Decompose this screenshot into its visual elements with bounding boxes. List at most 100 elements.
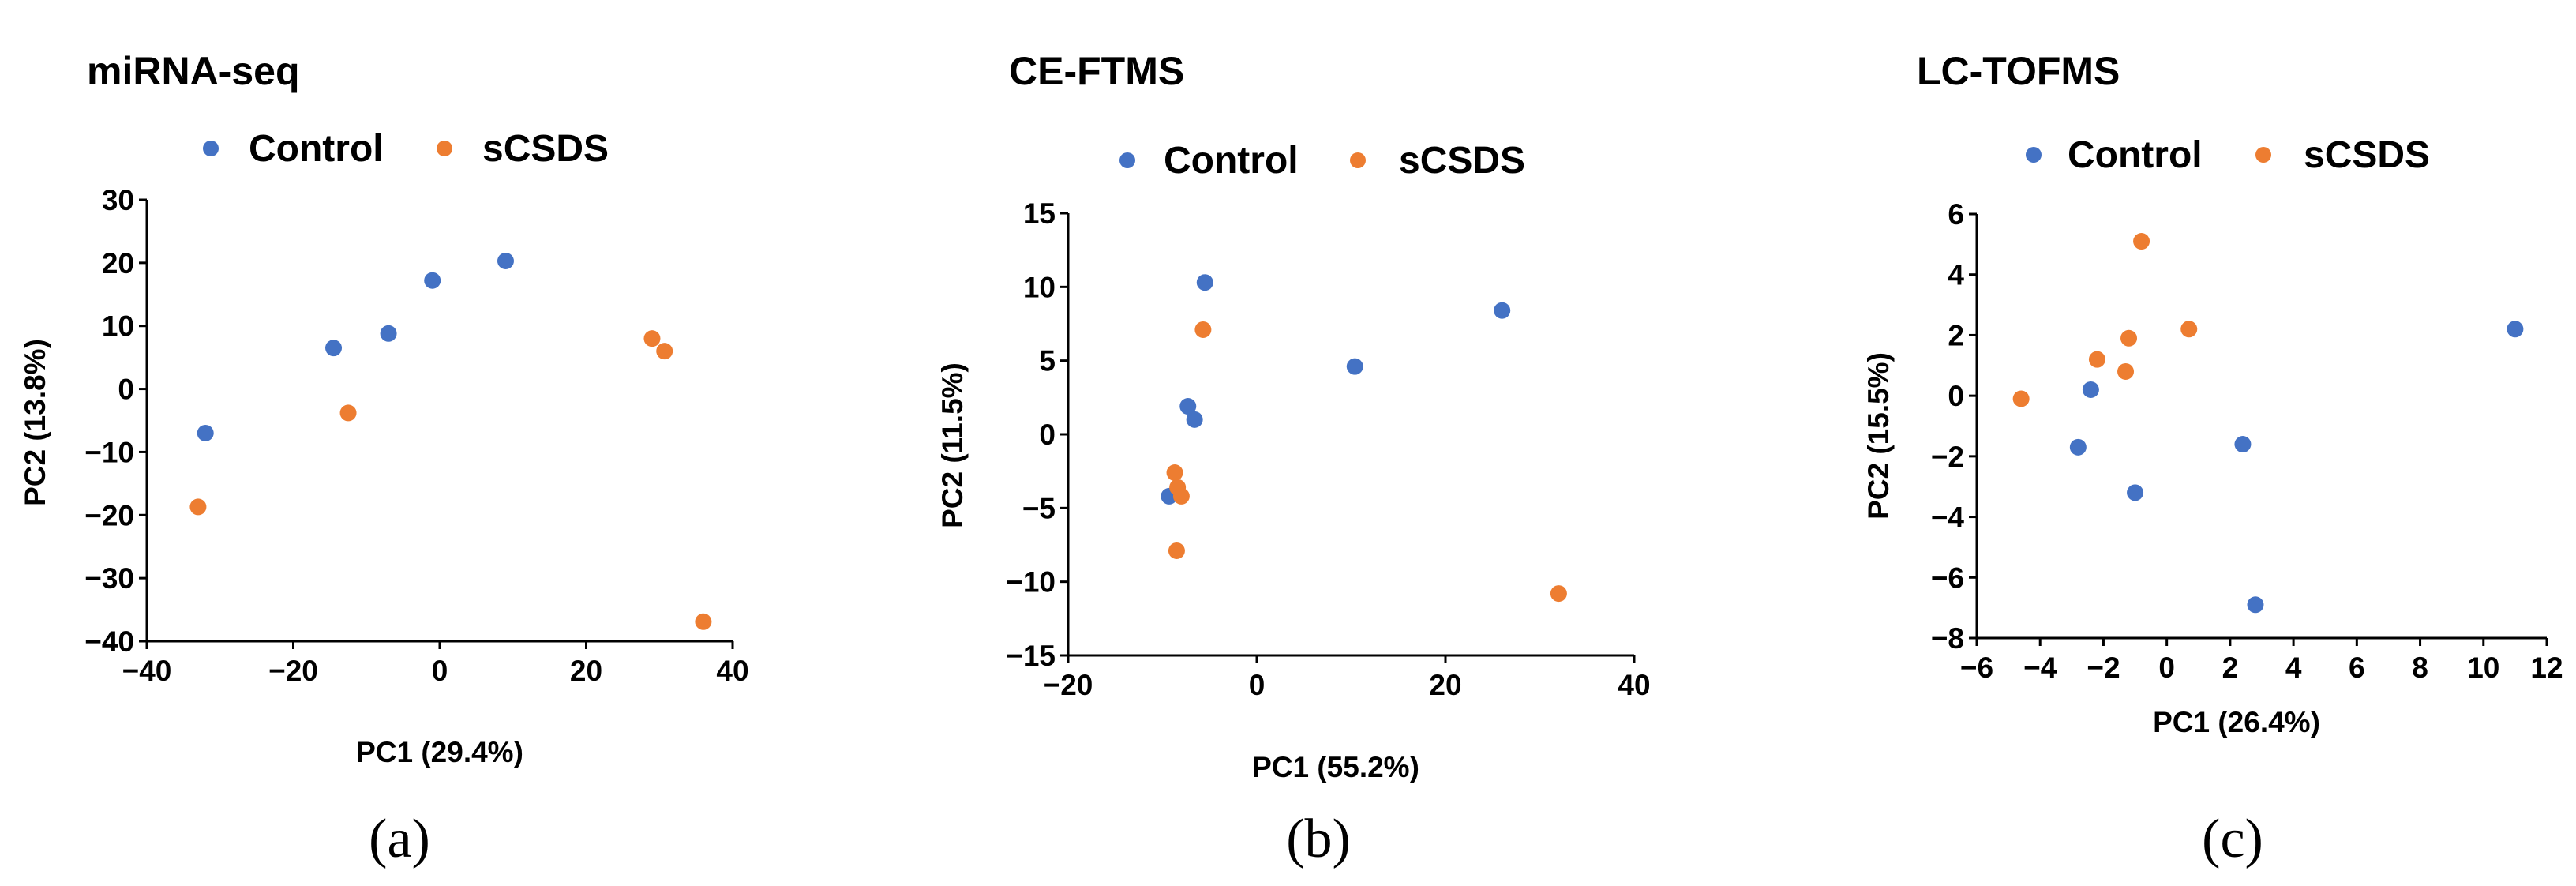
scsds-point xyxy=(1166,464,1183,482)
x-tick-label: 4 xyxy=(2285,651,2302,684)
panel-c-axes xyxy=(1975,214,2547,640)
y-tick-label: −40 xyxy=(84,625,134,658)
scsds-point xyxy=(2133,233,2150,250)
y-tick-label: −20 xyxy=(84,499,134,531)
control-point xyxy=(2127,484,2144,501)
x-tick-label: 2 xyxy=(2222,651,2239,684)
panel-b-x-axis-label: PC1 (55.2%) xyxy=(1252,751,1419,783)
x-tick-label: 40 xyxy=(716,655,748,687)
control-point xyxy=(1179,398,1197,415)
panel-a: miRNA-seq Control sCSDS −40 −30 −20 −10 0 10 2… xyxy=(19,49,749,869)
scsds-point xyxy=(2012,390,2030,407)
control-point xyxy=(197,424,214,441)
control-point xyxy=(2069,438,2087,456)
control-point xyxy=(497,252,514,269)
legend-control-marker xyxy=(1119,152,1135,168)
y-tick-label: 0 xyxy=(1948,380,1964,412)
panel-b-points xyxy=(1161,274,1567,603)
scsds-point xyxy=(2180,321,2198,338)
y-tick-label: −6 xyxy=(1931,561,1964,594)
scsds-point xyxy=(1172,487,1190,505)
legend-control-label: Control xyxy=(2068,134,2203,176)
control-point xyxy=(1196,274,1213,291)
x-tick-label: 0 xyxy=(432,655,448,687)
panel-b-ticks: −15 −10 −5 0 5 10 15 −20 0 20 40 xyxy=(1006,197,1650,701)
x-tick-label: 0 xyxy=(1249,669,1266,701)
panel-c-legend: Control sCSDS xyxy=(2026,134,2430,176)
panel-a-axes xyxy=(145,200,733,643)
x-tick-label: −6 xyxy=(1960,651,1993,684)
x-tick-label: 8 xyxy=(2412,651,2428,684)
x-tick-label: 20 xyxy=(1429,669,1461,701)
control-point xyxy=(1186,411,1203,428)
y-tick-label: −10 xyxy=(84,436,134,468)
control-point xyxy=(2247,596,2264,614)
panel-a-legend: Control sCSDS xyxy=(203,128,609,170)
y-tick-label: 15 xyxy=(1023,197,1056,230)
scsds-point xyxy=(189,498,207,516)
y-tick-label: −8 xyxy=(1931,622,1964,655)
x-tick-label: 0 xyxy=(2158,651,2175,684)
y-tick-label: −30 xyxy=(84,562,134,595)
legend-scsds-label: sCSDS xyxy=(482,128,609,170)
scsds-point xyxy=(2120,329,2138,347)
y-tick-label: 20 xyxy=(102,247,134,280)
y-tick-label: −2 xyxy=(1931,441,1964,473)
panel-b-axes xyxy=(1067,213,1634,657)
panel-a-caption: (a) xyxy=(369,809,430,869)
control-point xyxy=(2507,321,2524,338)
control-point xyxy=(380,325,397,342)
panel-c-x-axis-label: PC1 (26.4%) xyxy=(2153,706,2320,738)
legend-scsds-marker xyxy=(1350,152,1366,168)
control-point xyxy=(1346,358,1363,375)
control-point xyxy=(325,340,343,357)
control-point xyxy=(2234,436,2252,453)
x-tick-label: 40 xyxy=(1618,669,1650,701)
legend-scsds-marker xyxy=(2255,147,2271,163)
panel-b-title: CE-FTMS xyxy=(1009,49,1184,93)
y-tick-label: 10 xyxy=(1023,271,1056,303)
x-tick-label: −4 xyxy=(2023,651,2057,684)
scsds-point xyxy=(656,343,673,360)
x-tick-label: −20 xyxy=(268,655,318,687)
scsds-point xyxy=(643,330,661,347)
x-tick-label: 6 xyxy=(2349,651,2365,684)
scsds-point xyxy=(1168,542,1185,559)
panel-a-points xyxy=(189,252,712,630)
y-tick-label: 0 xyxy=(1039,419,1056,451)
y-tick-label: 10 xyxy=(102,310,134,343)
scsds-point xyxy=(1550,585,1567,603)
panel-b-y-axis-label: PC2 (11.5%) xyxy=(936,362,969,528)
legend-scsds-marker xyxy=(437,141,452,156)
y-tick-label: −10 xyxy=(1006,566,1056,599)
y-tick-label: 0 xyxy=(118,374,134,406)
y-tick-label: 4 xyxy=(1948,259,1964,291)
panel-a-x-axis-label: PC1 (29.4%) xyxy=(356,736,523,768)
legend-control-marker xyxy=(203,141,219,156)
y-tick-label: 30 xyxy=(102,184,134,216)
x-tick-label: −20 xyxy=(1044,669,1093,701)
y-tick-label: 2 xyxy=(1948,319,1964,351)
panel-c-y-axis-label: PC2 (15.5%) xyxy=(1862,352,1895,520)
scsds-point xyxy=(339,404,357,422)
y-tick-label: 6 xyxy=(1948,198,1964,231)
legend-control-label: Control xyxy=(1164,140,1299,182)
y-tick-label: −15 xyxy=(1006,640,1056,672)
x-tick-label: −40 xyxy=(122,655,172,687)
legend-scsds-label: sCSDS xyxy=(2304,134,2430,176)
scsds-point xyxy=(695,613,712,630)
panel-b: CE-FTMS Control sCSDS −15 −10 −5 0 5 10 15 −20 0… xyxy=(936,49,1651,869)
panel-a-ticks: −40 −30 −20 −10 0 10 20 30 −40 −20 0 20 40 xyxy=(84,184,748,687)
scsds-point xyxy=(2117,362,2135,380)
panel-a-y-axis-label: PC2 (13.8%) xyxy=(19,339,51,506)
y-tick-label: −5 xyxy=(1022,492,1056,524)
control-point xyxy=(424,272,441,289)
panel-c-caption: (c) xyxy=(2202,809,2263,869)
control-point xyxy=(2082,381,2099,398)
x-tick-label: 12 xyxy=(2530,651,2563,684)
scsds-point xyxy=(2088,351,2105,368)
panel-a-title: miRNA-seq xyxy=(87,49,299,93)
y-tick-label: 5 xyxy=(1039,345,1056,377)
